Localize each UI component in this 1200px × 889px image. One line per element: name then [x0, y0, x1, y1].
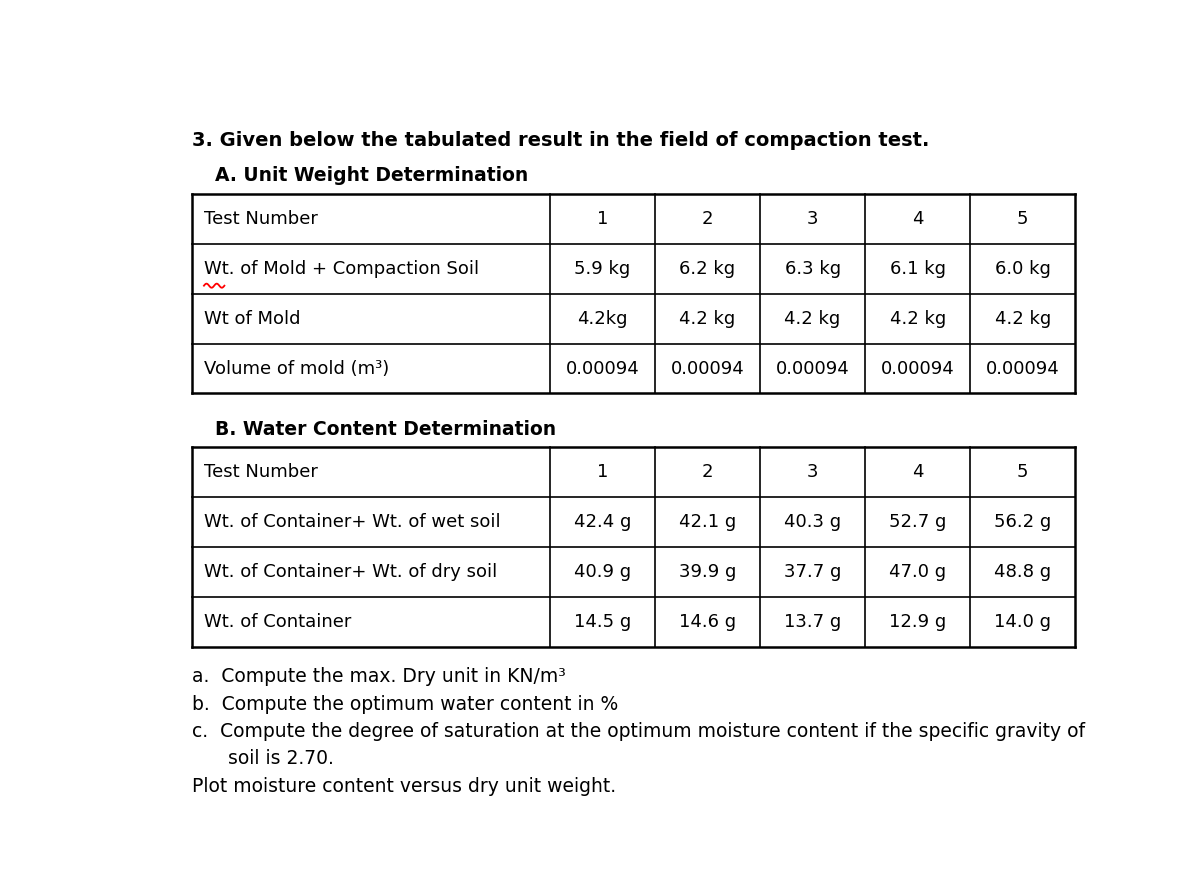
Text: 5: 5 [1018, 463, 1028, 481]
Text: 6.3 kg: 6.3 kg [785, 260, 841, 277]
Text: Test Number: Test Number [204, 210, 318, 228]
Text: 56.2 g: 56.2 g [994, 513, 1051, 531]
Text: Wt. of Mold + Compaction Soil: Wt. of Mold + Compaction Soil [204, 260, 479, 277]
Text: A. Unit Weight Determination: A. Unit Weight Determination [215, 166, 528, 185]
Text: 0.00094: 0.00094 [881, 359, 954, 378]
Text: 48.8 g: 48.8 g [995, 563, 1051, 581]
Text: 3: 3 [806, 463, 818, 481]
Text: 14.6 g: 14.6 g [679, 613, 736, 631]
Text: c.  Compute the degree of saturation at the optimum moisture content if the spec: c. Compute the degree of saturation at t… [192, 722, 1085, 741]
Text: 3. Given below the tabulated result in the field of compaction test.: 3. Given below the tabulated result in t… [192, 131, 929, 149]
Text: 0.00094: 0.00094 [671, 359, 744, 378]
Text: 47.0 g: 47.0 g [889, 563, 947, 581]
Text: 0.00094: 0.00094 [565, 359, 640, 378]
Text: 3: 3 [806, 210, 818, 228]
Text: 6.0 kg: 6.0 kg [995, 260, 1051, 277]
Text: 2: 2 [702, 210, 713, 228]
Text: 0.00094: 0.00094 [775, 359, 850, 378]
Text: 4.2kg: 4.2kg [577, 309, 628, 327]
Text: 4: 4 [912, 463, 924, 481]
Text: 2: 2 [702, 463, 713, 481]
Text: 13.7 g: 13.7 g [784, 613, 841, 631]
Text: 37.7 g: 37.7 g [784, 563, 841, 581]
Text: 14.5 g: 14.5 g [574, 613, 631, 631]
Text: 1: 1 [596, 210, 608, 228]
Text: 4.2 kg: 4.2 kg [679, 309, 736, 327]
Text: B. Water Content Determination: B. Water Content Determination [215, 420, 557, 438]
Text: 40.9 g: 40.9 g [574, 563, 631, 581]
Text: 6.2 kg: 6.2 kg [679, 260, 736, 277]
Text: Test Number: Test Number [204, 463, 318, 481]
Text: soil is 2.70.: soil is 2.70. [192, 749, 334, 768]
Text: Volume of mold (m³): Volume of mold (m³) [204, 359, 389, 378]
Text: 12.9 g: 12.9 g [889, 613, 947, 631]
Text: Wt. of Container: Wt. of Container [204, 613, 352, 631]
Text: 6.1 kg: 6.1 kg [889, 260, 946, 277]
Text: Plot moisture content versus dry unit weight.: Plot moisture content versus dry unit we… [192, 777, 616, 796]
Text: 4.2 kg: 4.2 kg [995, 309, 1051, 327]
Text: Wt. of Container+ Wt. of dry soil: Wt. of Container+ Wt. of dry soil [204, 563, 497, 581]
Text: 5: 5 [1018, 210, 1028, 228]
Text: 42.1 g: 42.1 g [679, 513, 736, 531]
Text: 5.9 kg: 5.9 kg [575, 260, 630, 277]
Text: Wt. of Container+ Wt. of wet soil: Wt. of Container+ Wt. of wet soil [204, 513, 500, 531]
Text: 40.3 g: 40.3 g [784, 513, 841, 531]
Text: 4.2 kg: 4.2 kg [785, 309, 841, 327]
Text: 39.9 g: 39.9 g [679, 563, 737, 581]
Text: 0.00094: 0.00094 [986, 359, 1060, 378]
Text: Wt of Mold: Wt of Mold [204, 309, 300, 327]
Text: 52.7 g: 52.7 g [889, 513, 947, 531]
Text: 14.0 g: 14.0 g [995, 613, 1051, 631]
Text: 4.2 kg: 4.2 kg [889, 309, 946, 327]
Text: b.  Compute the optimum water content in %: b. Compute the optimum water content in … [192, 694, 618, 714]
Text: 1: 1 [596, 463, 608, 481]
Text: 42.4 g: 42.4 g [574, 513, 631, 531]
Text: 4: 4 [912, 210, 924, 228]
Text: a.  Compute the max. Dry unit in KN/m³: a. Compute the max. Dry unit in KN/m³ [192, 668, 565, 686]
